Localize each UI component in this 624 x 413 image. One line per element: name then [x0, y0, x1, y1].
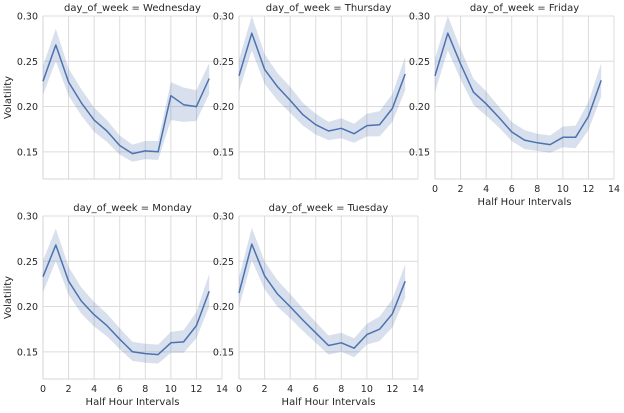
confidence-band — [43, 28, 210, 162]
x-tick-label: 0 — [236, 384, 242, 395]
y-axis-label: Volatility — [3, 276, 14, 319]
facet-panel: day_of_week = Monday 0.15 0.20 0.25 0.30 0 2 4 6… — [3, 203, 228, 408]
panel-title: day_of_week = Thursday — [266, 3, 392, 14]
confidence-band — [43, 228, 210, 364]
y-tick-label: 0.15 — [17, 147, 38, 158]
x-tick-label: 2 — [66, 384, 72, 395]
y-tick-label: 0.30 — [213, 12, 234, 23]
confidence-band — [435, 16, 602, 153]
mean-line — [42, 44, 210, 155]
x-tick-label: 12 — [386, 384, 398, 395]
x-tick-label: 8 — [534, 184, 540, 195]
panel-title: day_of_week = Wednesday — [64, 3, 201, 14]
x-tick-label: 6 — [117, 384, 123, 395]
x-axis-label: Half Hour Intervals — [478, 197, 572, 208]
y-tick-label: 0.20 — [17, 302, 38, 313]
x-tick-label: 6 — [313, 384, 319, 395]
y-tick-label: 0.30 — [213, 212, 234, 223]
mean-line — [42, 244, 210, 356]
panel-title: day_of_week = Tuesday — [269, 203, 389, 214]
x-tick-label: 4 — [287, 384, 293, 395]
x-tick-label: 14 — [608, 184, 620, 195]
y-tick-label: 0.30 — [17, 212, 38, 223]
y-tick-label: 0.30 — [17, 12, 38, 23]
x-axis-label: Half Hour Intervals — [282, 397, 376, 408]
facet-panel: day_of_week = Tuesday 0.15 0.20 0.25 0.30 0 2 4… — [213, 203, 424, 408]
panel-title: day_of_week = Monday — [73, 203, 192, 214]
x-tick-label: 10 — [361, 384, 373, 395]
y-tick-label: 0.15 — [213, 147, 234, 158]
y-tick-label: 0.20 — [409, 102, 430, 113]
facet-panel: day_of_week = Wednesday 0.15 0.20 0.25 0.30 V… — [3, 3, 223, 180]
x-tick-label: 6 — [509, 184, 515, 195]
x-tick-label: 10 — [165, 384, 177, 395]
x-tick-label: 12 — [190, 384, 202, 395]
mean-line — [238, 243, 406, 349]
x-tick-label: 8 — [338, 384, 344, 395]
x-tick-label: 4 — [483, 184, 489, 195]
y-tick-label: 0.25 — [409, 57, 430, 68]
y-tick-label: 0.20 — [17, 102, 38, 113]
facet-panel: day_of_week = Friday 0.15 0.20 0.25 0.30 0 2 4 6… — [409, 3, 620, 208]
mean-line — [238, 32, 406, 135]
y-tick-label: 0.25 — [213, 57, 234, 68]
confidence-band — [239, 227, 406, 358]
x-tick-label: 12 — [582, 184, 594, 195]
y-tick-label: 0.30 — [409, 12, 430, 23]
y-tick-label: 0.15 — [409, 147, 430, 158]
y-tick-label: 0.15 — [17, 347, 38, 358]
y-tick-label: 0.15 — [213, 347, 234, 358]
y-axis-label: Volatility — [3, 76, 14, 119]
y-tick-label: 0.25 — [213, 257, 234, 268]
y-tick-label: 0.25 — [17, 57, 38, 68]
y-tick-label: 0.25 — [17, 257, 38, 268]
x-axis-label: Half Hour Intervals — [86, 397, 180, 408]
x-tick-label: 0 — [432, 184, 438, 195]
y-tick-label: 0.20 — [213, 302, 234, 313]
mean-line — [434, 32, 602, 146]
y-tick-label: 0.20 — [213, 102, 234, 113]
x-tick-label: 0 — [40, 384, 46, 395]
x-tick-label: 14 — [216, 384, 228, 395]
x-tick-label: 4 — [91, 384, 97, 395]
x-tick-label: 8 — [142, 384, 148, 395]
facet-panel: day_of_week = Thursday 0.15 0.20 0.25 0.30 — [213, 3, 419, 180]
x-tick-label: 2 — [458, 184, 464, 195]
x-tick-label: 10 — [557, 184, 569, 195]
panel-title: day_of_week = Friday — [470, 3, 579, 14]
x-tick-label: 2 — [262, 384, 268, 395]
x-tick-label: 14 — [412, 384, 424, 395]
